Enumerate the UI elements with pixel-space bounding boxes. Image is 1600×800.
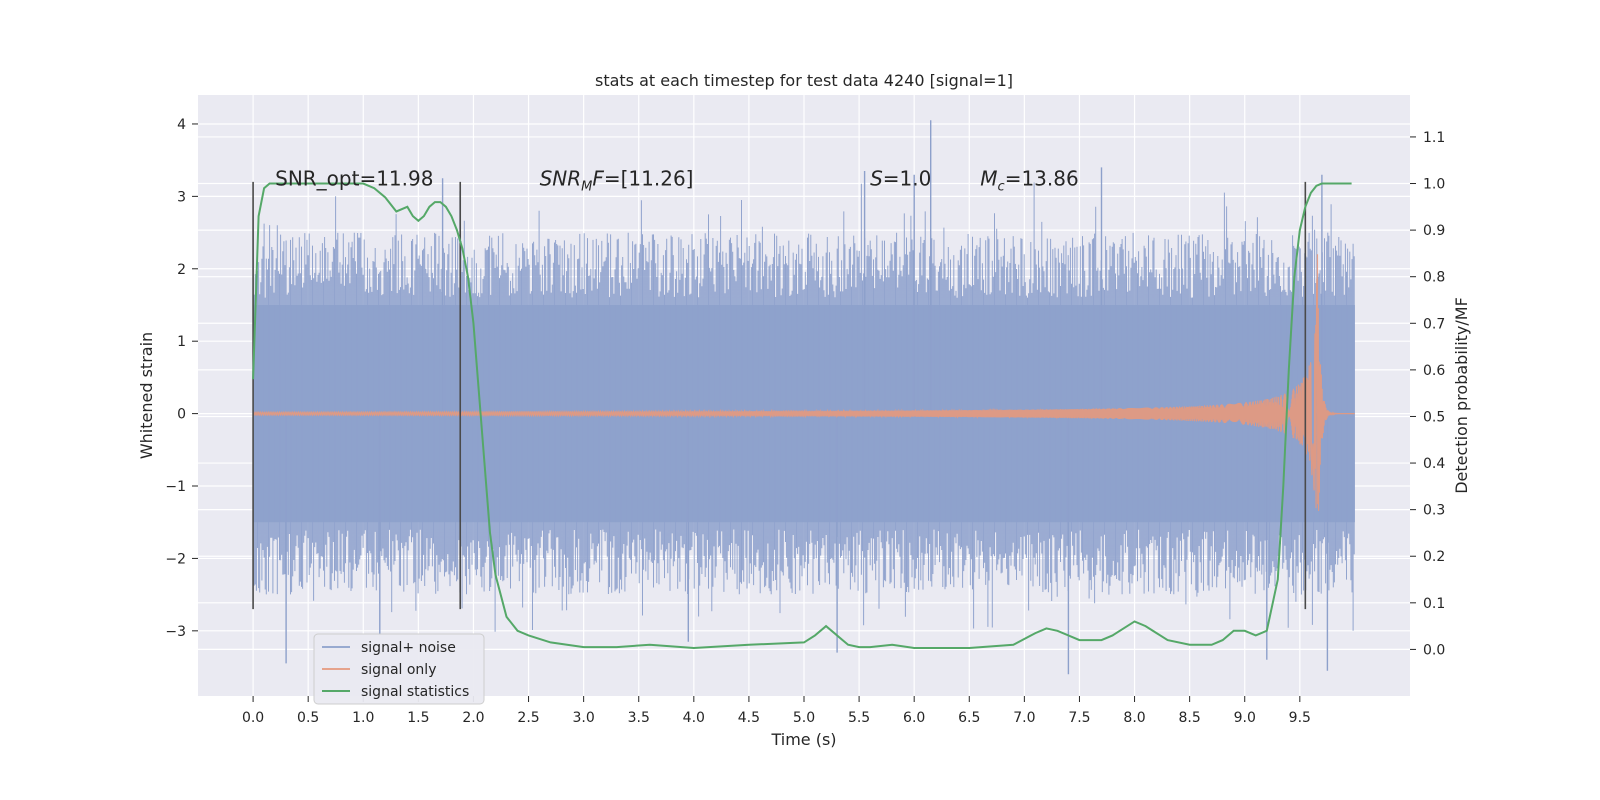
x-tick-label: 9.5 bbox=[1289, 710, 1311, 726]
x-tick-label: 2.0 bbox=[462, 710, 484, 726]
x-tick-label: 3.5 bbox=[628, 710, 650, 726]
chart-title: stats at each timestep for test data 424… bbox=[595, 71, 1013, 90]
y-axis-right: 0.0 0.1 0.2 0.3 0.4 0.5 0.6 0.7 0.8 0.9 1.0 1.1 bbox=[1410, 130, 1445, 658]
x-tick-label: 7.0 bbox=[1013, 710, 1035, 726]
x-tick-label: 6.0 bbox=[903, 710, 925, 726]
y-right-tick-label: 0.4 bbox=[1423, 456, 1445, 472]
y-axis-label: Whitened strain bbox=[137, 332, 156, 459]
legend-label: signal only bbox=[361, 662, 436, 678]
y-tick-label: −2 bbox=[165, 551, 186, 567]
x-tick-label: 1.5 bbox=[407, 710, 429, 726]
y-right-tick-label: 1.1 bbox=[1423, 130, 1445, 146]
legend-label: signal statistics bbox=[361, 684, 469, 700]
x-tick-label: 1.0 bbox=[352, 710, 374, 726]
vertical-markers bbox=[252, 181, 1307, 610]
x-tick-label: 4.5 bbox=[738, 710, 760, 726]
annotation: SNR_opt=11.98 bbox=[275, 167, 433, 191]
noise-spikes bbox=[285, 120, 1329, 675]
y-right-tick-label: 0.1 bbox=[1423, 596, 1445, 612]
y-right-tick-label: 0.3 bbox=[1423, 503, 1445, 519]
x-tick-label: 0.0 bbox=[242, 710, 264, 726]
y-tick-label: 0 bbox=[177, 407, 186, 423]
x-tick-label: 4.0 bbox=[683, 710, 705, 726]
series-signal-only bbox=[252, 254, 1355, 511]
x-tick-label: 8.0 bbox=[1123, 710, 1145, 726]
y-tick-label: −1 bbox=[165, 479, 186, 495]
x-axis: 0.0 0.5 1.0 1.5 2.0 2.5 3.0 3.5 4.0 4.5 5.0 5.5 6.0 6… bbox=[242, 696, 1311, 726]
y-tick-label: 4 bbox=[177, 117, 186, 133]
y-right-tick-label: 0.6 bbox=[1423, 363, 1445, 379]
annotation: Mc=13.86 bbox=[980, 167, 1078, 195]
y-right-tick-label: 0.7 bbox=[1423, 316, 1445, 332]
y-axis-right-label: Detection probability/MF bbox=[1452, 297, 1471, 494]
x-tick-label: 9.0 bbox=[1234, 710, 1256, 726]
x-tick-label: 5.0 bbox=[793, 710, 815, 726]
legend-box bbox=[313, 633, 485, 705]
y-right-tick-label: 0.8 bbox=[1423, 270, 1445, 286]
legend-label: signal+ noise bbox=[361, 640, 456, 656]
chirp-trace bbox=[252, 254, 1355, 511]
x-axis-label: Time (s) bbox=[770, 730, 836, 749]
x-tick-label: 6.5 bbox=[958, 710, 980, 726]
legend: signal+ noise signal only signal statistic… bbox=[313, 633, 485, 705]
y-right-tick-label: 1.0 bbox=[1423, 177, 1445, 193]
x-tick-label: 2.5 bbox=[517, 710, 539, 726]
x-tick-label: 3.0 bbox=[573, 710, 595, 726]
y-tick-label: 1 bbox=[177, 334, 186, 350]
x-tick-label: 7.5 bbox=[1068, 710, 1090, 726]
annotations: SNR_opt=11.98 SNRMF=[11.26] S=1.0 Mc=13.86 bbox=[275, 167, 1079, 195]
y-right-tick-label: 0.9 bbox=[1423, 223, 1445, 239]
x-tick-label: 0.5 bbox=[297, 710, 319, 726]
y-tick-label: −3 bbox=[165, 624, 186, 640]
y-axis-left: −3 −2 −1 0 1 2 3 4 bbox=[165, 117, 198, 640]
annotation: S=1.0 bbox=[870, 167, 931, 191]
y-right-tick-label: 0.0 bbox=[1423, 642, 1445, 658]
y-tick-label: 2 bbox=[177, 262, 186, 278]
y-right-tick-label: 0.5 bbox=[1423, 409, 1445, 425]
statistics-line bbox=[252, 182, 1352, 650]
x-tick-label: 8.5 bbox=[1179, 710, 1201, 726]
y-tick-label: 3 bbox=[177, 189, 186, 205]
y-right-tick-label: 0.2 bbox=[1423, 549, 1445, 565]
x-tick-label: 5.5 bbox=[848, 710, 870, 726]
series-signal-statistics bbox=[252, 182, 1352, 650]
annotation: SNRMF=[11.26] bbox=[540, 167, 694, 195]
